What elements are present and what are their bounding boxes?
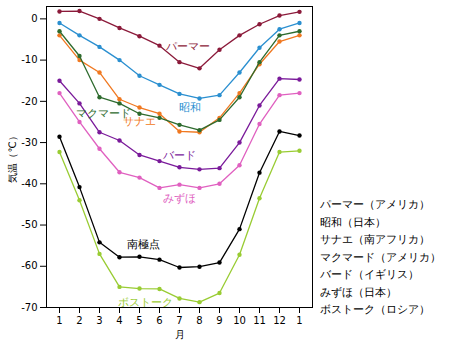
svg-text:2: 2 bbox=[76, 315, 82, 326]
svg-text:1: 1 bbox=[56, 315, 62, 326]
svg-text:南極点: 南極点 bbox=[127, 238, 160, 251]
svg-text:8: 8 bbox=[196, 315, 202, 326]
svg-text:月: 月 bbox=[175, 329, 185, 340]
svg-text:-40: -40 bbox=[21, 178, 37, 189]
html-text:ボストーク（ロシア）: ボストーク（ロシア） bbox=[320, 303, 430, 316]
svg-text:9: 9 bbox=[216, 315, 222, 326]
svg-text:-50: -50 bbox=[21, 219, 37, 230]
svg-text:パーマー: パーマー bbox=[165, 40, 210, 53]
svg-text:昭和: 昭和 bbox=[179, 101, 201, 114]
svg-text:-70: -70 bbox=[21, 302, 37, 313]
svg-text:マクマード: マクマード bbox=[76, 107, 131, 120]
svg-text:1: 1 bbox=[296, 315, 302, 326]
html-text:パーマー（アメリカ）: パーマー（アメリカ） bbox=[320, 198, 430, 211]
html-text:昭和（日本）: 昭和（日本） bbox=[320, 215, 386, 229]
svg-text:6: 6 bbox=[156, 315, 162, 326]
svg-text:12: 12 bbox=[273, 315, 286, 326]
svg-text:0: 0 bbox=[31, 13, 37, 24]
svg-text:3: 3 bbox=[96, 315, 102, 326]
svg-text:5: 5 bbox=[136, 315, 142, 326]
svg-text:みずほ: みずほ bbox=[163, 192, 196, 205]
html-text:みずほ（日本）: みずほ（日本） bbox=[320, 285, 397, 299]
svg-text:7: 7 bbox=[176, 315, 182, 326]
svg-text:11: 11 bbox=[253, 315, 266, 326]
svg-text:-30: -30 bbox=[21, 137, 37, 148]
svg-text:ボストーク: ボストーク bbox=[118, 296, 173, 310]
svg-text:サナエ: サナエ bbox=[123, 115, 156, 128]
html-text:マクマード（アメリカ）: マクマード（アメリカ） bbox=[320, 250, 441, 264]
html-text:サナエ（南アフリカ）: サナエ（南アフリカ） bbox=[320, 233, 430, 246]
svg-text:バード: バード bbox=[162, 149, 196, 162]
html-text:バード（イギリス）: バード（イギリス） bbox=[320, 268, 419, 281]
svg-text:-20: -20 bbox=[21, 96, 37, 107]
svg-text:-60: -60 bbox=[21, 260, 37, 271]
svg-text:気温（℃）: 気温（℃） bbox=[7, 131, 18, 182]
svg-text:4: 4 bbox=[116, 315, 122, 326]
svg-text:10: 10 bbox=[233, 315, 246, 326]
svg-text:-10: -10 bbox=[21, 54, 37, 65]
